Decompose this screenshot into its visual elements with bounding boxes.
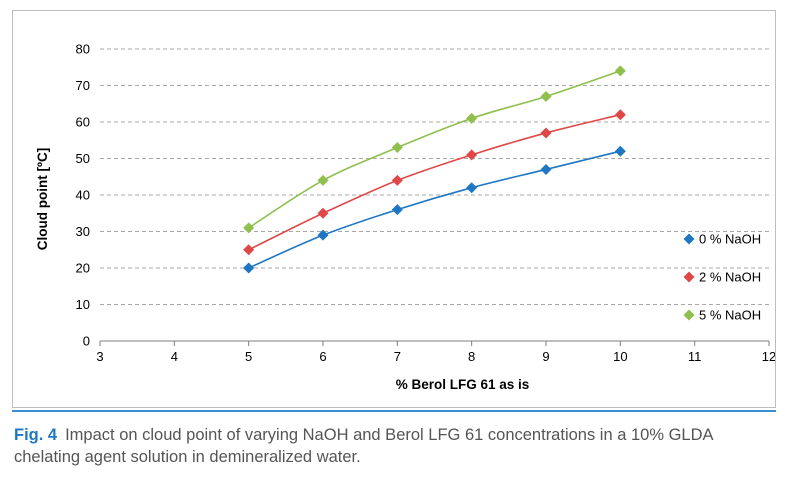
y-tick-label: 0 [83,334,90,349]
data-point [466,149,478,161]
x-tick-label: 11 [688,349,702,364]
series-line [248,70,621,229]
data-point [466,182,478,194]
cloud-point-chart: 0 10 20 30 40 50 60 70 80 3 4 5 6 7 8 9 10 11 12 0 % NaOH 2… [35,42,775,393]
y-tick-label: 70 [76,78,90,93]
axes: 0 10 20 30 40 50 60 70 80 3 4 5 6 7 8 9 10 11 12 [76,42,775,365]
y-tick-label: 20 [76,261,90,276]
x-tick-label: 4 [171,349,178,364]
chart-frame: 0 10 20 30 40 50 60 70 80 3 4 5 6 7 8 9 10 11 12 0 % NaOH 2… [12,10,776,408]
y-tick-label: 40 [76,188,90,203]
data-point [243,262,255,274]
legend: 0 % NaOH 2 % NaOH 5 % NaOH [683,232,761,323]
y-tick-label: 10 [76,297,90,312]
x-tick-label: 8 [468,349,475,364]
legend-label: 2 % NaOH [699,270,761,285]
legend-label: 0 % NaOH [699,232,761,247]
x-tick-label: 3 [96,349,103,364]
data-point [540,163,552,175]
data-point [317,207,329,219]
x-tick-label: 5 [245,349,252,364]
data-point [317,174,329,186]
x-tick-label: 10 [613,349,627,364]
data-point [466,112,478,124]
legend-marker [683,309,695,321]
data-point [391,204,403,216]
legend-label: 5 % NaOH [699,308,761,323]
y-axis-title: Cloud point [ºC] [35,148,50,250]
data-point [540,90,552,102]
y-tick-label: 30 [76,224,90,239]
x-axis-title: % Berol LFG 61 as is [396,377,530,392]
grid-lines [100,48,769,305]
x-tick-label: 9 [542,349,549,364]
data-point [614,145,626,157]
series-layer [243,65,626,274]
x-tick-label: 12 [762,349,775,364]
data-point [614,65,626,77]
data-point [317,229,329,241]
figure-caption: Fig. 4 Impact on cloud point of varying N… [14,424,774,468]
data-point [243,244,255,256]
data-point [614,109,626,121]
y-tick-label: 50 [76,151,90,166]
caption-text: Impact on cloud point of varying NaOH an… [14,426,713,466]
data-point [540,127,552,139]
data-point [391,142,403,154]
series-line [248,150,621,269]
series-line [248,113,621,251]
y-tick-label: 60 [76,115,90,130]
data-point [391,174,403,186]
data-point [243,222,255,234]
figure-label: Fig. 4 [14,426,58,444]
y-tick-label: 80 [76,42,90,57]
caption-divider [12,410,776,412]
x-tick-label: 7 [394,349,401,364]
legend-marker [683,271,695,283]
x-tick-label: 6 [319,349,326,364]
legend-marker [683,233,695,245]
